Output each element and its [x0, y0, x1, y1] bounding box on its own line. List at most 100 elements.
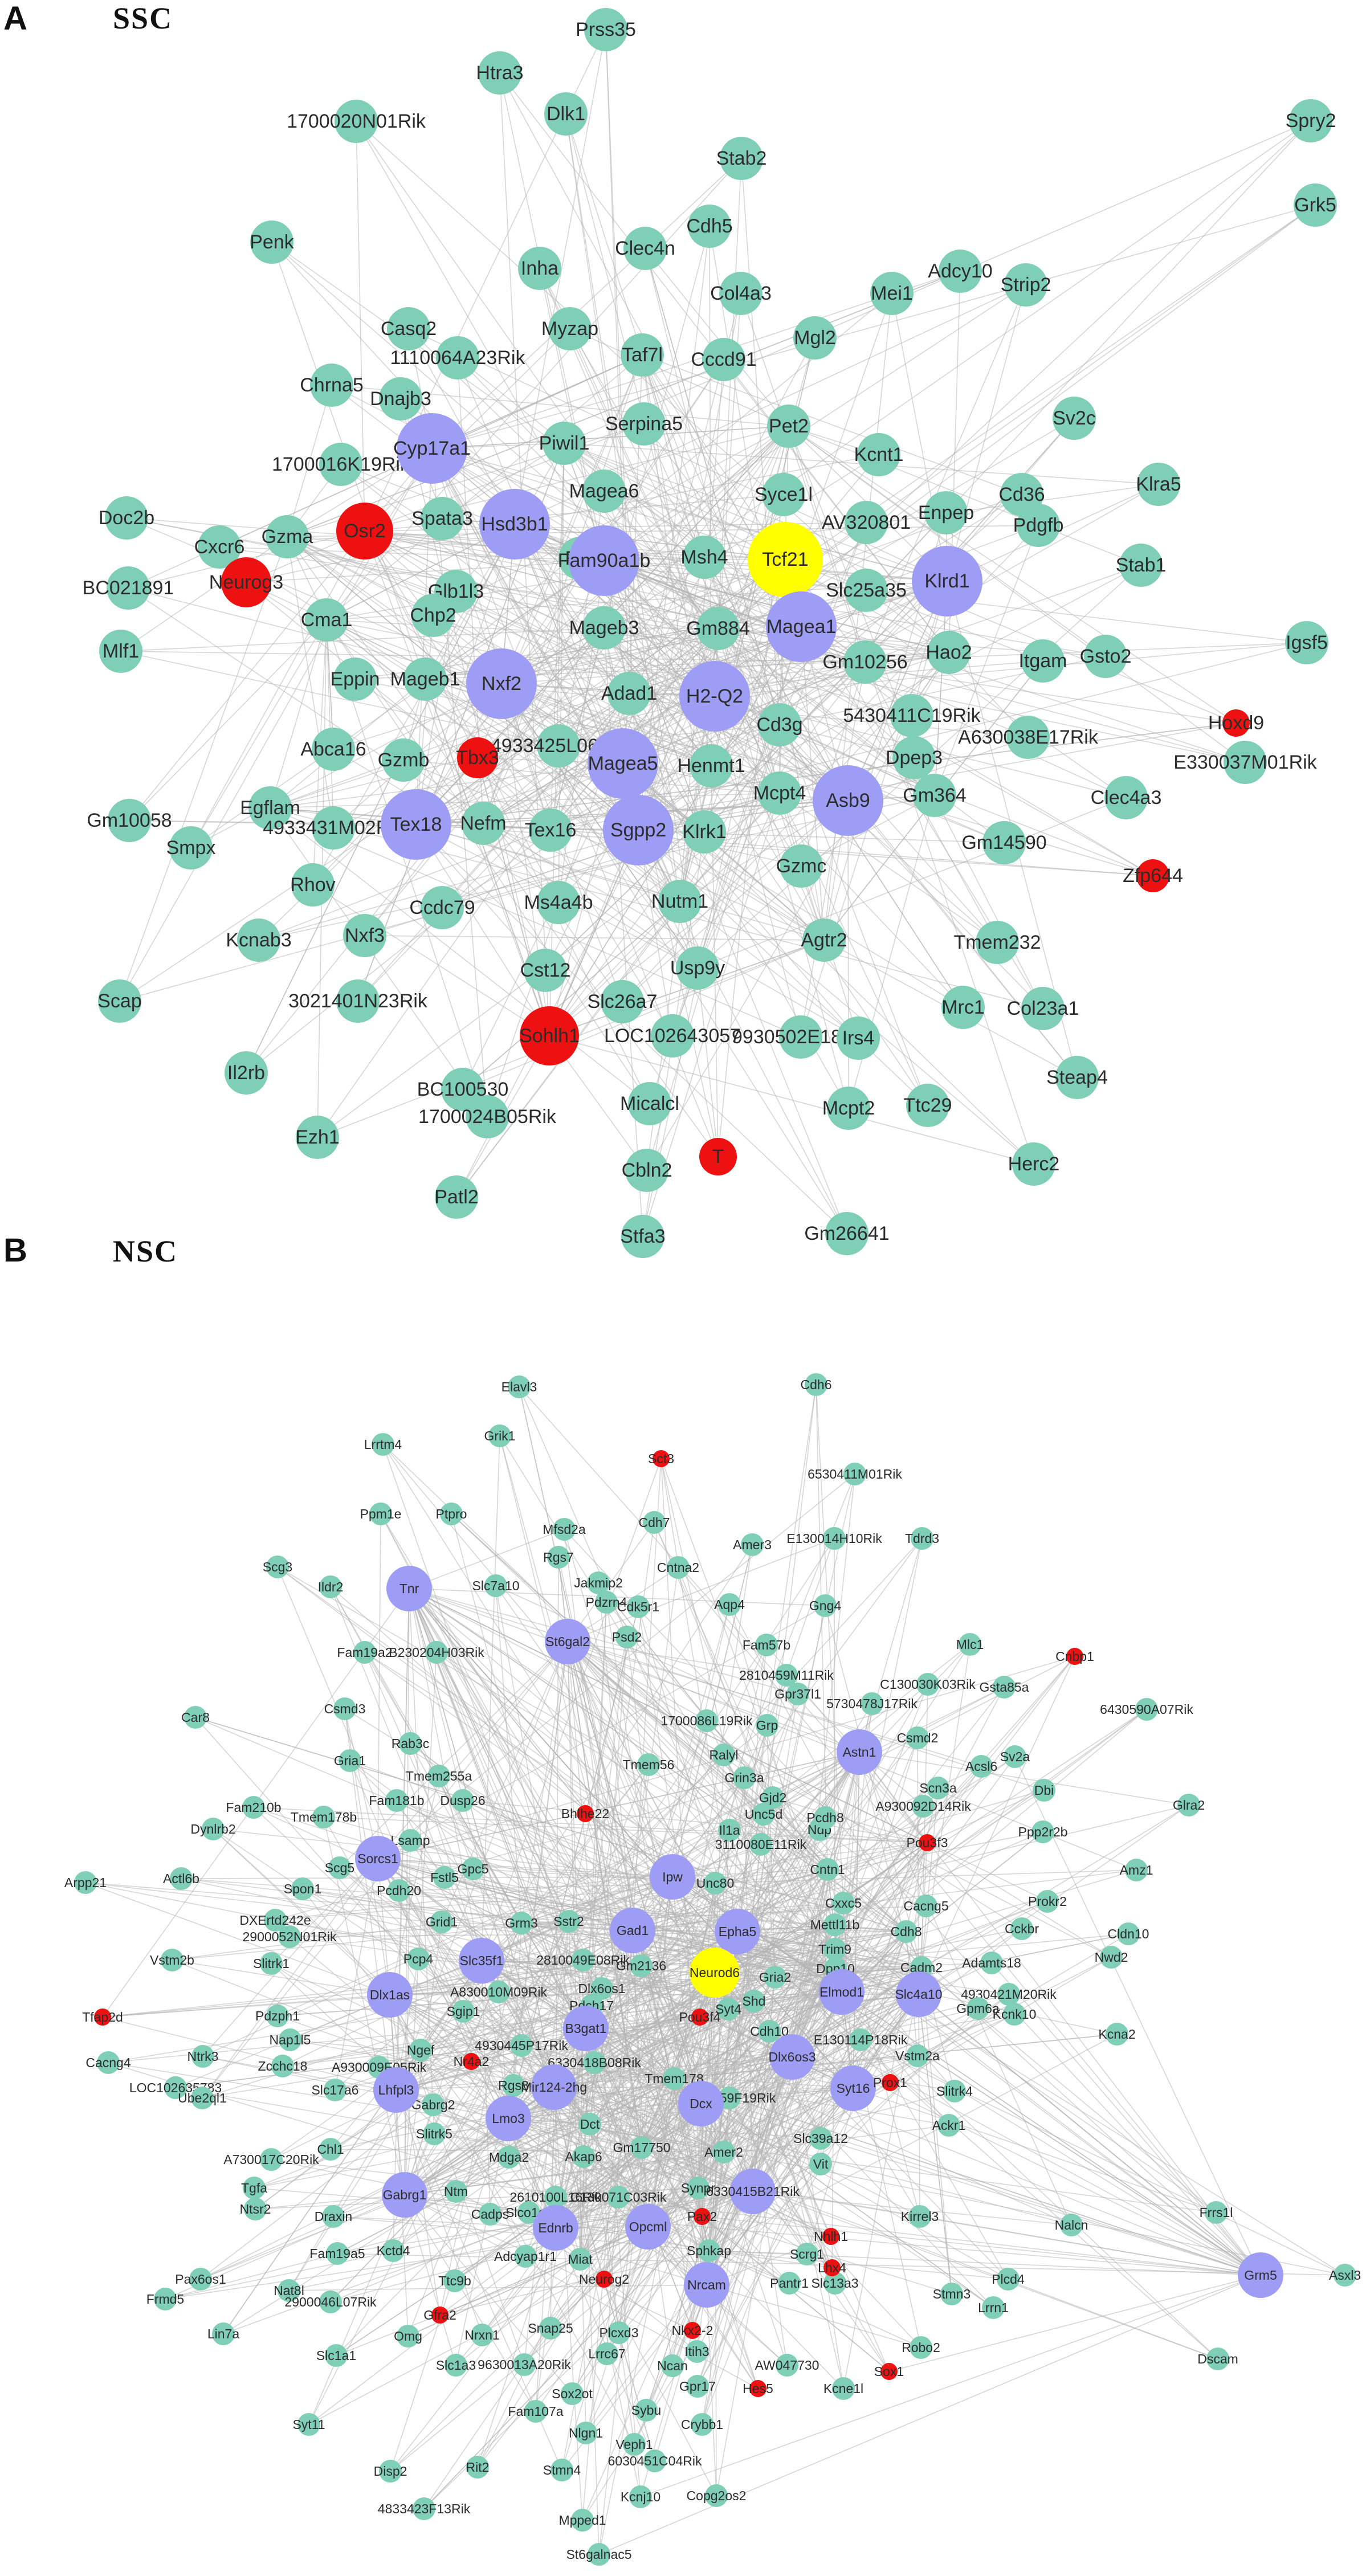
gene-node-circle[interactable]	[959, 1633, 981, 1656]
gene-node-circle[interactable]	[457, 737, 498, 778]
gene-node-circle[interactable]	[970, 1755, 993, 1778]
gene-node[interactable]: Mrc1	[941, 986, 985, 1029]
gene-node-circle[interactable]	[335, 100, 378, 143]
gene-node-circle[interactable]	[243, 2177, 266, 2199]
gene-node[interactable]: 3021401N23Rik	[288, 979, 428, 1023]
gene-node-circle[interactable]	[1003, 2003, 1026, 2026]
gene-node-circle[interactable]	[452, 2000, 475, 2023]
gene-node[interactable]: Tfap2d	[82, 2008, 123, 2026]
gene-node[interactable]: Tmem232	[953, 921, 1041, 964]
gene-node[interactable]: Lhfpl3	[373, 2067, 419, 2113]
gene-node-circle[interactable]	[548, 307, 592, 350]
gene-node[interactable]: Unc80	[696, 1872, 734, 1895]
gene-node-circle[interactable]	[769, 2034, 815, 2080]
gene-node[interactable]: Gsta85a	[980, 1676, 1029, 1699]
gene-node[interactable]: Pdzph1	[255, 2005, 300, 2027]
gene-node[interactable]: Il2rb	[225, 1051, 268, 1095]
gene-node[interactable]: Mei1	[870, 272, 914, 315]
gene-node[interactable]: Tnr	[386, 1566, 432, 1611]
gene-node-circle[interactable]	[1012, 1142, 1055, 1186]
gene-node[interactable]: Dlx1as	[367, 1972, 413, 2018]
gene-node[interactable]: Klrd1	[912, 546, 982, 617]
gene-node-circle[interactable]	[748, 522, 823, 597]
gene-node-circle[interactable]	[967, 1997, 989, 2020]
gene-node-circle[interactable]	[379, 2460, 402, 2483]
gene-node-circle[interactable]	[941, 986, 985, 1029]
gene-node-circle[interactable]	[161, 1949, 184, 1971]
gene-node-circle[interactable]	[663, 2067, 686, 2090]
gene-node[interactable]: Gm17750	[613, 2136, 671, 2159]
gene-node[interactable]: Scrg1	[790, 2243, 824, 2265]
gene-node-circle[interactable]	[1004, 1745, 1026, 1768]
gene-node-circle[interactable]	[533, 2205, 578, 2251]
gene-node[interactable]: Bhlhe22	[561, 1805, 609, 1822]
gene-node-circle[interactable]	[892, 736, 936, 779]
gene-node-circle[interactable]	[766, 591, 837, 662]
gene-node-circle[interactable]	[386, 1566, 432, 1611]
gene-node-circle[interactable]	[524, 2400, 547, 2423]
gene-node[interactable]: Cyp17a1	[393, 413, 471, 484]
gene-node[interactable]: Gfra2	[423, 2306, 456, 2324]
gene-node[interactable]: Neurod6	[690, 1948, 740, 1998]
gene-node[interactable]: Kcnab3	[226, 918, 292, 962]
gene-node[interactable]: Syce1l	[755, 473, 813, 516]
gene-node-circle[interactable]	[353, 1641, 376, 1664]
gene-node[interactable]: Ms4a4b	[524, 881, 593, 924]
gene-node-circle[interactable]	[607, 2186, 630, 2208]
gene-node-circle[interactable]	[572, 2145, 595, 2168]
gene-node[interactable]: Lhx4	[818, 2259, 846, 2276]
gene-node[interactable]: Gsto2	[1080, 635, 1132, 678]
gene-node-circle[interactable]	[1017, 504, 1060, 547]
gene-node[interactable]: 1700024B05Rik	[418, 1095, 557, 1138]
gene-node-circle[interactable]	[198, 525, 241, 569]
gene-node-circle[interactable]	[937, 2114, 960, 2137]
gene-node[interactable]: Ttc9b	[438, 2269, 471, 2292]
gene-node-circle[interactable]	[578, 2113, 601, 2136]
gene-node[interactable]: Mageb1	[390, 658, 460, 701]
gene-node-circle[interactable]	[319, 2138, 342, 2161]
gene-node-circle[interactable]	[479, 489, 550, 560]
gene-node-circle[interactable]	[758, 2020, 781, 2043]
gene-node-circle[interactable]	[291, 863, 335, 907]
gene-node[interactable]: Cccd91	[691, 338, 757, 381]
gene-node-circle[interactable]	[333, 1697, 356, 1720]
gene-node-circle[interactable]	[695, 1709, 718, 1732]
gene-node-circle[interactable]	[661, 2354, 684, 2377]
gene-node[interactable]: Msh4	[680, 536, 728, 579]
gene-node-circle[interactable]	[514, 2245, 537, 2268]
gene-node-circle[interactable]	[221, 557, 271, 607]
gene-node-circle[interactable]	[443, 2269, 466, 2292]
gene-node[interactable]: Cckbr	[1005, 1917, 1039, 1940]
gene-node[interactable]: 6430590A07Rik	[1100, 1698, 1193, 1721]
gene-node-circle[interactable]	[563, 2006, 609, 2051]
gene-node[interactable]: Henmt1	[677, 744, 745, 787]
gene-node-circle[interactable]	[411, 594, 455, 637]
gene-node-circle[interactable]	[544, 2186, 567, 2208]
gene-node[interactable]: Ednrb	[533, 2205, 578, 2251]
gene-node[interactable]: Gm10058	[87, 799, 172, 842]
gene-node[interactable]: Pdzrn4	[586, 1591, 627, 1614]
gene-node[interactable]: Tex16	[525, 809, 577, 852]
gene-node-circle[interactable]	[809, 2153, 832, 2175]
gene-node-circle[interactable]	[1060, 2214, 1083, 2236]
gene-node[interactable]: Dcx	[678, 2081, 724, 2126]
gene-node[interactable]: Fam181b	[369, 1789, 425, 1812]
gene-node-circle[interactable]	[625, 1149, 668, 1192]
gene-node[interactable]: Irs4	[837, 1016, 880, 1060]
gene-node[interactable]: St6galnac5	[566, 2543, 632, 2566]
gene-node[interactable]: Mdga2	[489, 2146, 529, 2169]
gene-node[interactable]: Gad1	[610, 1908, 655, 1953]
gene-node[interactable]: Grik1	[484, 1424, 516, 1447]
gene-node-circle[interactable]	[752, 1803, 775, 1826]
gene-node-circle[interactable]	[397, 413, 467, 484]
gene-node[interactable]: Nhlh1	[814, 2228, 848, 2245]
gene-node-circle[interactable]	[717, 1998, 740, 2020]
gene-node[interactable]: 2810459M11Rik	[739, 1664, 834, 1687]
gene-node-circle[interactable]	[537, 881, 580, 924]
gene-node[interactable]: Pou3f4	[679, 2008, 721, 2026]
gene-node[interactable]: Nap1l5	[270, 2028, 311, 2051]
gene-node[interactable]: Ntm	[444, 2180, 468, 2203]
gene-node-circle[interactable]	[702, 338, 745, 381]
gene-node[interactable]: Slc26a7	[588, 980, 658, 1023]
gene-node-circle[interactable]	[906, 1726, 929, 1749]
